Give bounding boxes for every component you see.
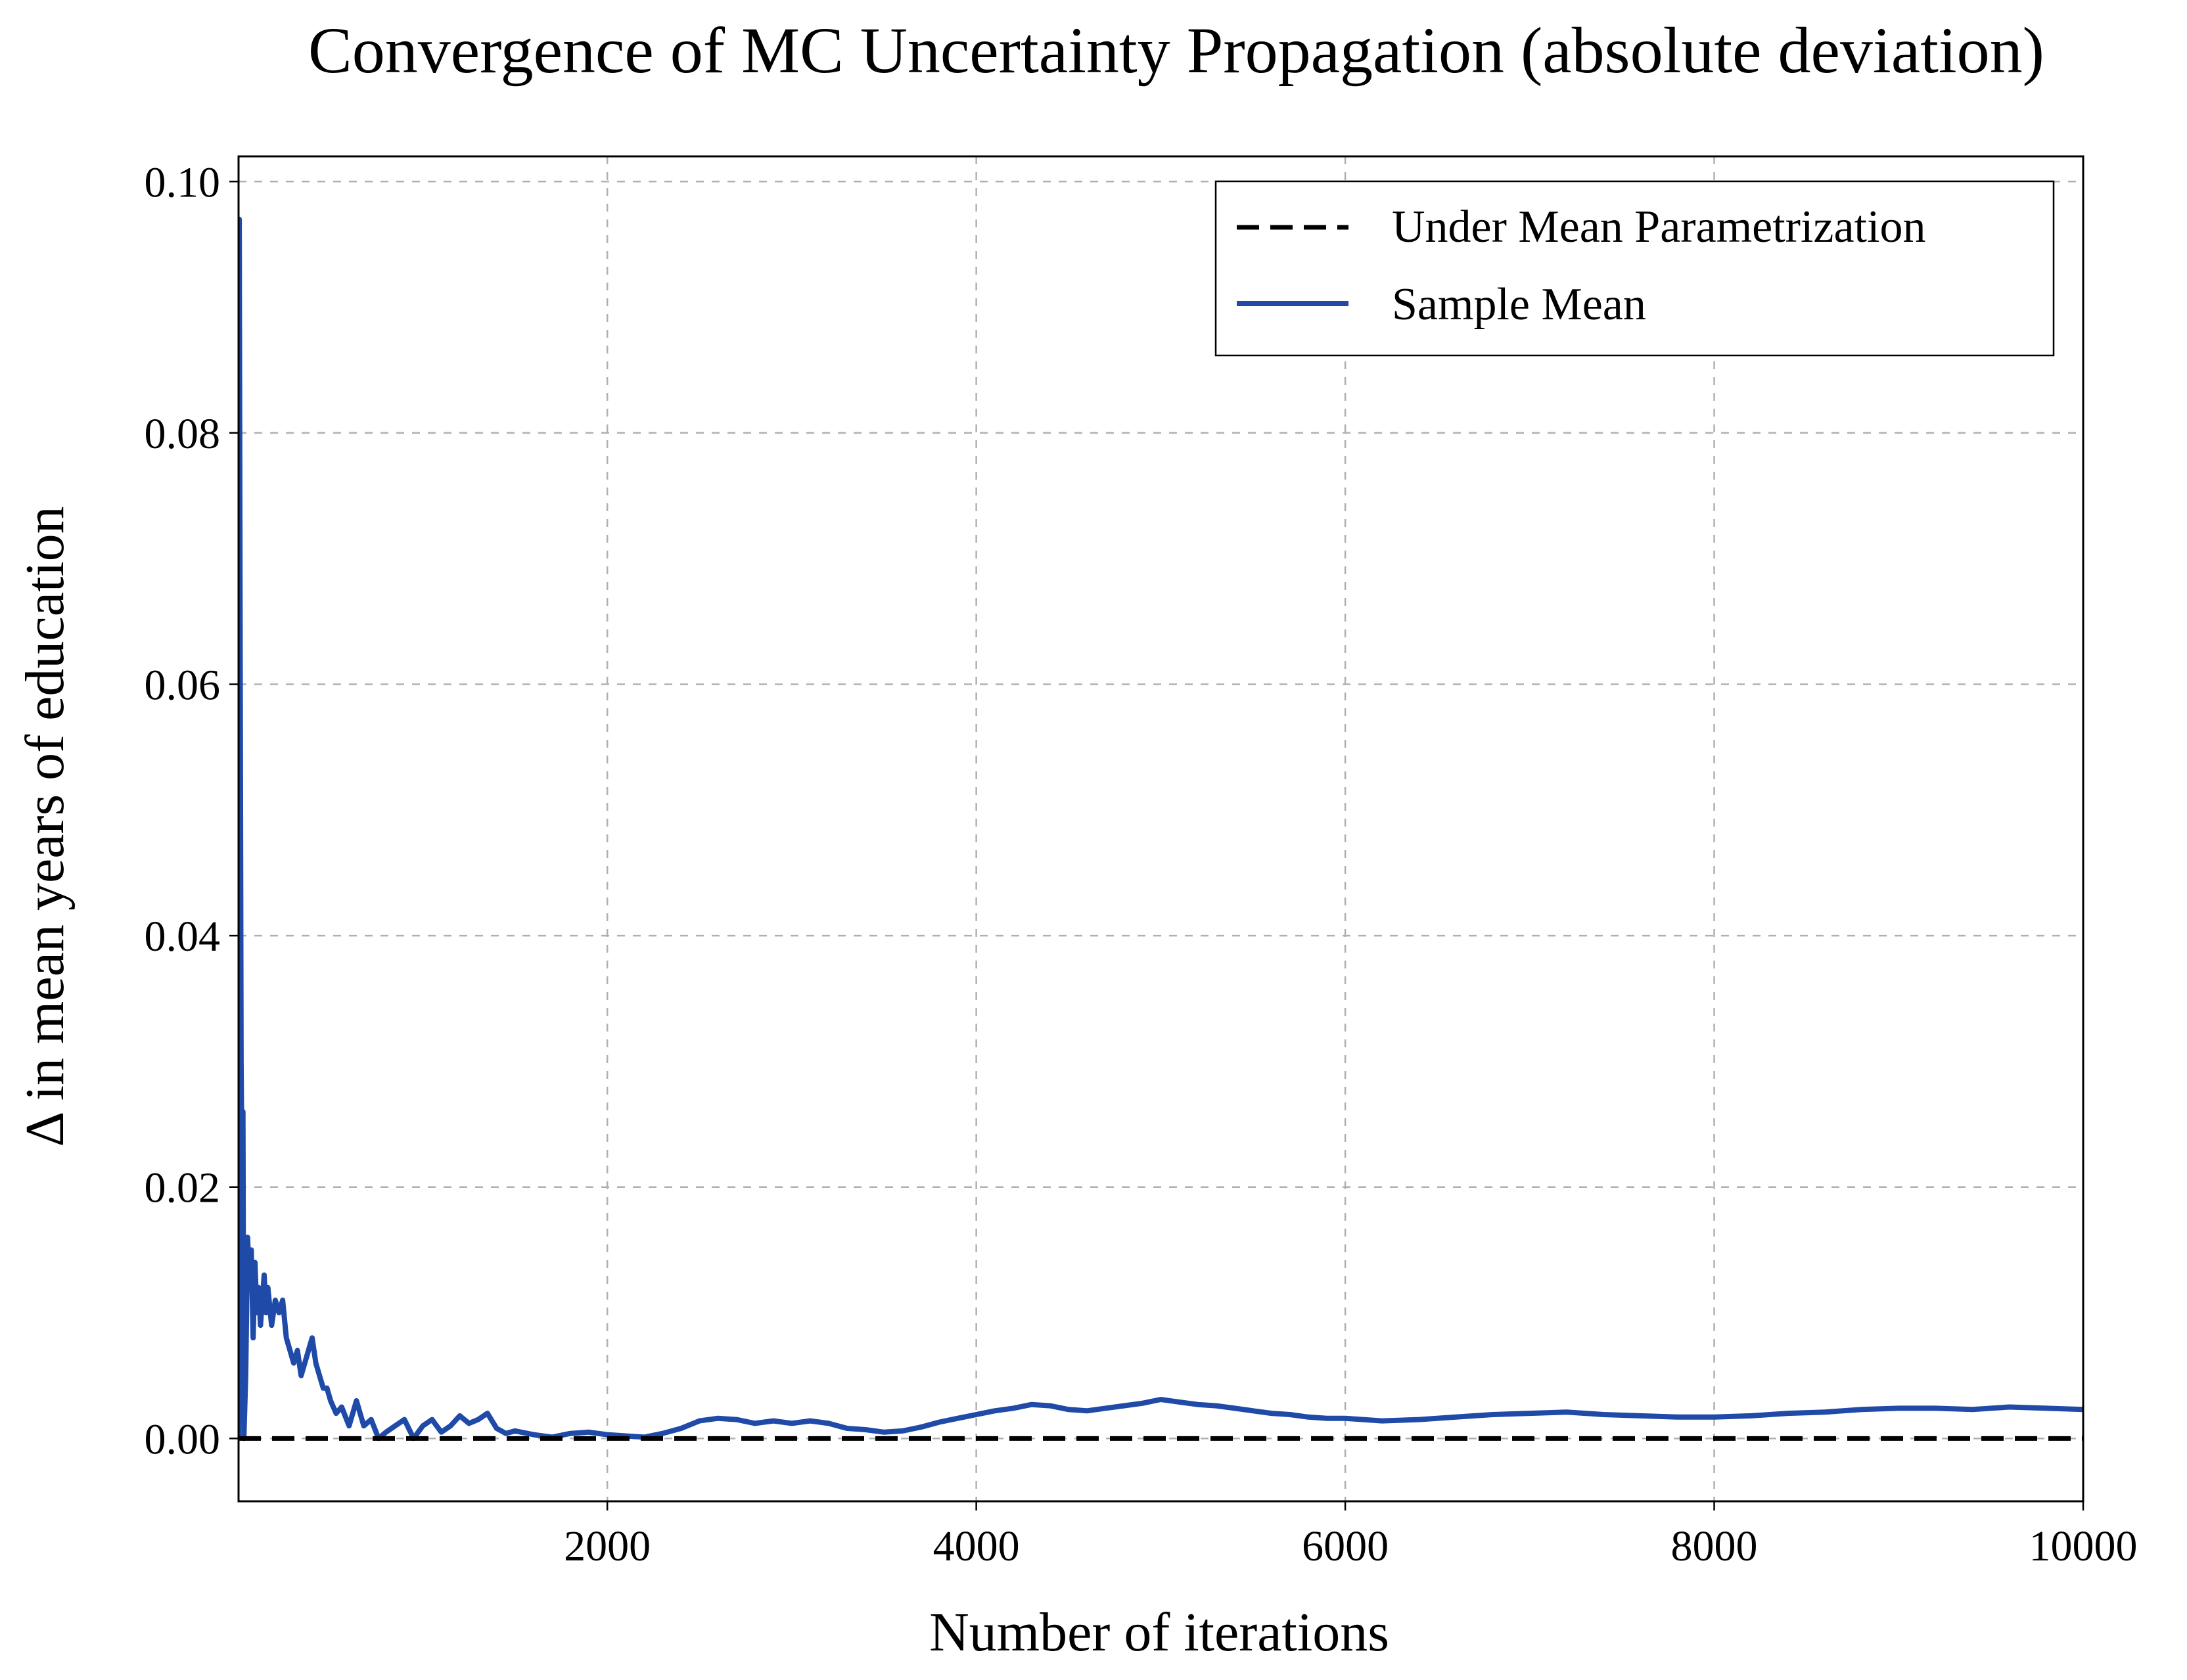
x-tick-label: 2000 xyxy=(564,1522,651,1570)
x-tick-label: 4000 xyxy=(933,1522,1020,1570)
y-axis-label: Δ in mean years of education xyxy=(14,506,76,1146)
x-axis: 2000 4000 6000 8000 10000 xyxy=(564,1501,2138,1570)
y-tick-label: 0.06 xyxy=(145,661,221,709)
legend-label-under-mean: Under Mean Parametrization xyxy=(1392,202,1925,252)
chart-title: Convergence of MC Uncertainty Propagatio… xyxy=(308,14,2044,87)
plot-frame xyxy=(237,155,2084,1503)
x-tick-label: 10000 xyxy=(2029,1522,2138,1570)
x-axis-label: Number of iterations xyxy=(929,1602,1389,1663)
x-tick-label: 6000 xyxy=(1302,1522,1389,1570)
y-tick-label: 0.10 xyxy=(145,158,221,206)
y-tick-label: 0.08 xyxy=(145,410,221,458)
y-tick-label: 0.00 xyxy=(145,1415,221,1463)
legend: Under Mean Parametrization Sample Mean xyxy=(1214,180,2055,357)
series-sample-mean-line xyxy=(239,216,2083,1442)
y-tick-label: 0.02 xyxy=(145,1164,221,1212)
y-axis: 0.00 0.02 0.04 0.06 0.08 0.10 xyxy=(145,158,239,1463)
y-tick-label: 0.04 xyxy=(145,913,221,961)
series-layer xyxy=(239,216,2083,1442)
grid xyxy=(239,156,2084,1501)
legend-label-sample-mean: Sample Mean xyxy=(1392,279,1646,330)
x-tick-label: 8000 xyxy=(1671,1522,1758,1570)
legend-box xyxy=(1214,180,2055,357)
